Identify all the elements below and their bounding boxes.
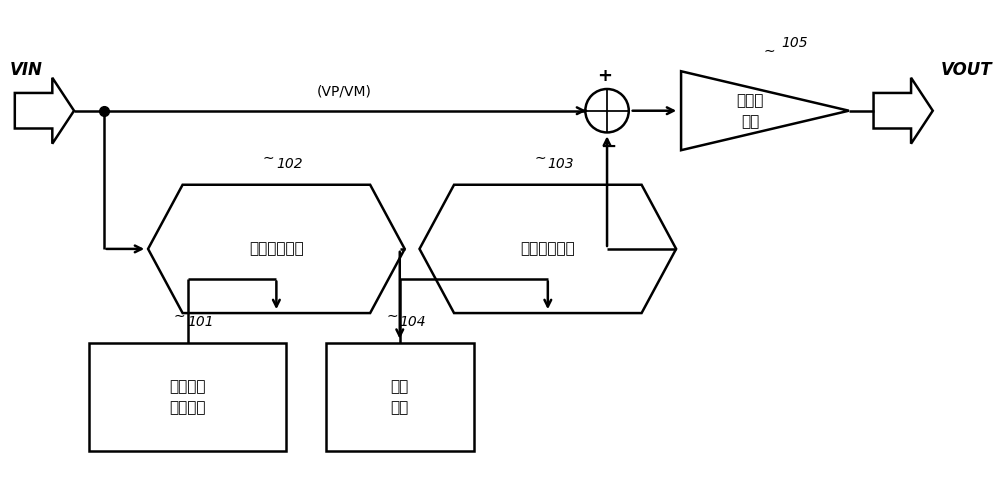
Text: ∼: ∼: [386, 309, 398, 323]
Text: VIN: VIN: [10, 61, 43, 79]
Text: 真随机数
产生电路: 真随机数 产生电路: [169, 379, 206, 415]
Text: ∼: ∼: [263, 151, 274, 165]
Text: +: +: [598, 67, 613, 85]
Text: 编码
电路: 编码 电路: [391, 379, 409, 415]
Text: VOUT: VOUT: [941, 61, 992, 79]
Text: ∼: ∼: [174, 309, 186, 323]
Text: ∼: ∼: [534, 151, 546, 165]
Bar: [326, 343, 474, 451]
Text: 子数模转换器: 子数模转换器: [520, 242, 575, 257]
Text: 子模数转换器: 子模数转换器: [249, 242, 304, 257]
Text: (VP/VM): (VP/VM): [317, 85, 372, 99]
Text: 102: 102: [276, 157, 303, 171]
Text: 105: 105: [782, 35, 808, 49]
Bar: [89, 343, 286, 451]
Text: 残差放
大器: 残差放 大器: [736, 93, 764, 129]
Text: 101: 101: [188, 315, 214, 329]
Text: ∼: ∼: [764, 44, 776, 58]
Text: 104: 104: [400, 315, 426, 329]
Text: 103: 103: [548, 157, 574, 171]
Text: −: −: [601, 137, 617, 156]
